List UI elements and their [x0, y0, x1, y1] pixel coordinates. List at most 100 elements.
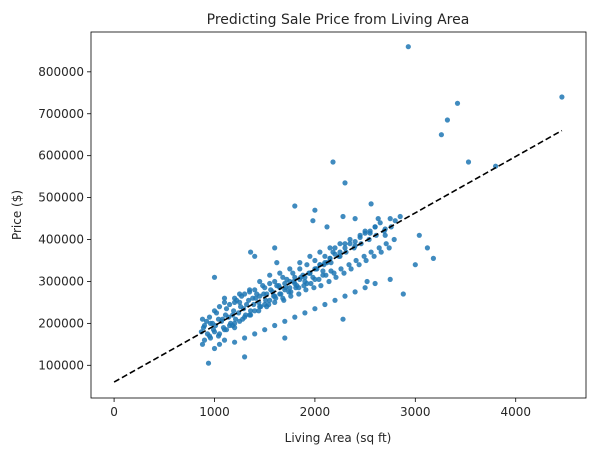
data-point	[248, 312, 254, 318]
data-point	[274, 260, 280, 266]
data-point	[340, 316, 346, 322]
data-point	[454, 100, 461, 106]
data-point	[337, 241, 343, 247]
data-point	[342, 245, 348, 251]
data-point	[357, 234, 363, 240]
data-point	[302, 310, 308, 316]
data-point	[257, 278, 263, 285]
y-tick-label: 800000	[38, 65, 84, 79]
data-point	[316, 276, 322, 282]
data-point	[424, 245, 430, 251]
data-point	[288, 293, 294, 299]
data-point	[231, 308, 237, 314]
data-point	[282, 280, 288, 287]
data-point	[368, 249, 374, 255]
data-point	[363, 257, 369, 264]
data-point	[248, 308, 254, 314]
data-point	[223, 306, 230, 312]
data-point	[326, 278, 332, 285]
data-point	[376, 245, 382, 251]
fit-line-layer	[113, 129, 563, 383]
data-point	[312, 306, 318, 312]
data-point	[310, 218, 316, 224]
data-point	[292, 203, 298, 209]
data-point	[322, 260, 328, 266]
data-point	[386, 245, 392, 251]
data-point	[382, 232, 388, 238]
regression-line	[113, 129, 563, 383]
data-point	[347, 241, 353, 247]
data-point	[371, 253, 377, 259]
x-tick-label: 0	[110, 405, 118, 419]
data-point	[312, 257, 318, 264]
data-point	[378, 249, 384, 255]
data-point	[232, 339, 238, 345]
data-point	[332, 251, 338, 257]
data-point	[361, 253, 367, 259]
data-point	[362, 285, 368, 291]
data-point	[338, 266, 344, 272]
data-point	[307, 253, 313, 259]
data-point	[397, 213, 403, 220]
data-point	[268, 287, 274, 293]
data-point	[356, 262, 362, 268]
data-point	[211, 329, 218, 335]
data-point	[272, 278, 278, 285]
data-point	[257, 304, 263, 310]
data-point	[387, 216, 393, 222]
data-point	[263, 297, 269, 303]
data-point	[333, 274, 339, 280]
data-point	[240, 316, 246, 322]
data-point	[352, 289, 358, 295]
data-point	[244, 301, 250, 308]
data-point	[252, 308, 258, 314]
data-point	[211, 274, 218, 280]
data-point	[280, 295, 286, 301]
data-point	[383, 241, 389, 247]
data-point	[297, 266, 303, 272]
data-point	[282, 287, 288, 293]
data-point	[391, 236, 397, 243]
data-point	[412, 262, 418, 268]
data-point	[342, 241, 348, 247]
data-point	[341, 270, 347, 276]
data-point	[387, 276, 393, 282]
data-point	[438, 132, 444, 138]
y-axis: 100000 200000 300000 400000 500000 600000 7000…	[38, 65, 91, 372]
data-point	[348, 266, 354, 272]
data-point	[215, 333, 222, 339]
data-point	[216, 341, 223, 347]
data-point	[392, 218, 398, 224]
data-point	[292, 280, 298, 287]
data-point	[237, 299, 243, 305]
data-point	[320, 272, 326, 278]
data-point	[280, 274, 286, 280]
data-point	[352, 216, 358, 222]
data-point	[282, 318, 288, 324]
data-point	[216, 304, 223, 310]
y-tick-label: 700000	[38, 107, 84, 121]
y-tick-label: 200000	[38, 316, 84, 330]
data-point	[246, 297, 252, 303]
data-point	[277, 291, 283, 297]
data-point	[276, 283, 282, 289]
data-point	[304, 262, 310, 268]
data-point	[328, 268, 334, 274]
data-point	[400, 291, 406, 297]
data-point	[337, 249, 343, 255]
data-point	[230, 322, 236, 329]
data-point	[267, 280, 273, 287]
data-point	[367, 228, 373, 234]
data-point	[559, 94, 565, 100]
y-tick-label: 600000	[38, 149, 84, 163]
data-point	[352, 239, 358, 245]
data-point	[221, 295, 228, 301]
data-point	[297, 260, 303, 266]
data-point	[332, 297, 338, 303]
data-point	[320, 268, 326, 274]
data-point	[353, 257, 359, 264]
data-point	[272, 322, 278, 329]
data-point	[322, 301, 328, 308]
